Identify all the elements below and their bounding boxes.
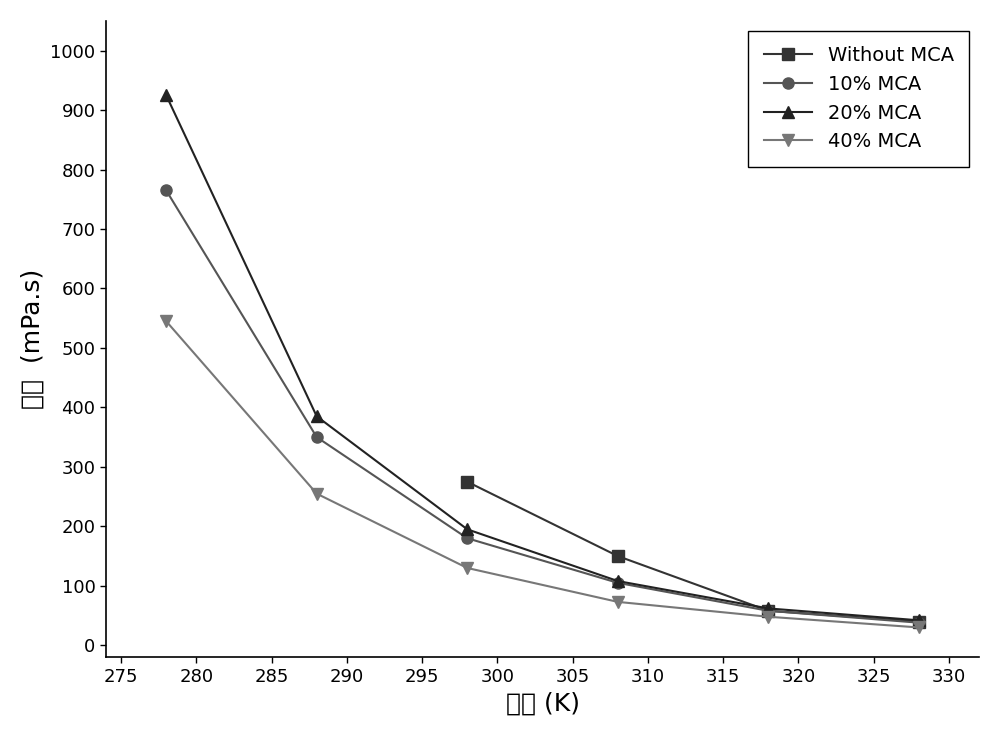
20% MCA [913, 616, 925, 625]
40% MCA [311, 489, 323, 498]
40% MCA [762, 612, 774, 621]
Without MCA [913, 617, 925, 626]
10% MCA [612, 578, 624, 587]
20% MCA [160, 91, 172, 99]
10% MCA [913, 618, 925, 627]
10% MCA [461, 534, 473, 542]
20% MCA [612, 576, 624, 585]
20% MCA [461, 525, 473, 534]
Legend: Without MCA, 10% MCA, 20% MCA, 40% MCA: Without MCA, 10% MCA, 20% MCA, 40% MCA [748, 31, 969, 167]
20% MCA [311, 412, 323, 421]
40% MCA [461, 564, 473, 573]
Without MCA [612, 552, 624, 561]
10% MCA [160, 186, 172, 195]
20% MCA [762, 604, 774, 613]
Line: 20% MCA: 20% MCA [160, 89, 925, 626]
10% MCA [311, 433, 323, 442]
Line: Without MCA: Without MCA [462, 476, 924, 627]
Y-axis label: 粘度  (mPa.s): 粘度 (mPa.s) [21, 269, 45, 409]
Without MCA [762, 606, 774, 615]
40% MCA [160, 316, 172, 325]
Without MCA [461, 478, 473, 486]
40% MCA [913, 623, 925, 632]
Line: 40% MCA: 40% MCA [160, 315, 925, 634]
10% MCA [762, 606, 774, 615]
Line: 10% MCA: 10% MCA [161, 185, 924, 629]
40% MCA [612, 598, 624, 606]
X-axis label: 温度 (K): 温度 (K) [506, 691, 580, 715]
